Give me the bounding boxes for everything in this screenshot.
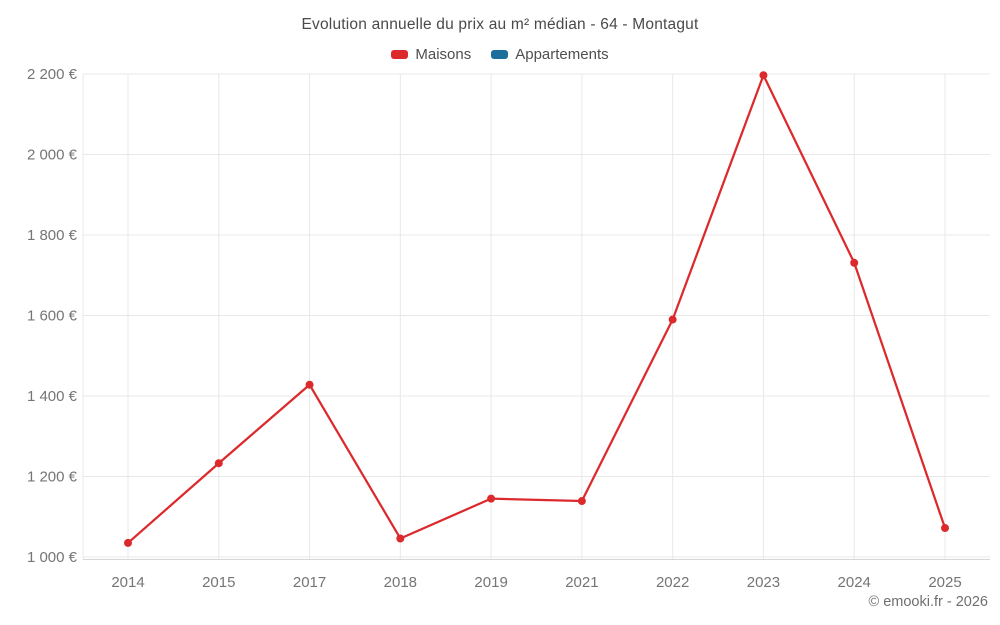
data-point-maisons-2018[interactable] — [396, 534, 405, 543]
x-axis-tick-label: 2023 — [747, 574, 780, 591]
legend-label-appartements: Appartements — [515, 46, 609, 63]
data-point-maisons-2015[interactable] — [214, 459, 223, 468]
series-line-maisons — [126, 74, 947, 545]
y-axis-tick-label: 2 000 € — [27, 147, 78, 164]
y-axis-tick-label: 1 200 € — [27, 469, 78, 486]
y-axis-tick-label: 1 600 € — [27, 308, 78, 325]
data-point-maisons-2017[interactable] — [305, 380, 314, 389]
data-point-maisons-2022[interactable] — [668, 315, 677, 324]
x-axis-tick-label: 2015 — [202, 574, 235, 591]
x-axis-tick-label: 2021 — [565, 574, 598, 591]
legend-item-appartements[interactable]: Appartements — [491, 46, 609, 63]
appartements-series-swatch-icon — [491, 50, 509, 59]
y-axis-tick-label: 2 200 € — [27, 66, 78, 83]
y-axis-tick-label: 1 800 € — [27, 227, 78, 244]
chart-title: Evolution annuelle du prix au m² médian … — [301, 16, 699, 33]
chart-legend: Maisons Appartements — [0, 46, 1000, 63]
data-point-maisons-2019[interactable] — [487, 494, 496, 503]
legend-item-maisons[interactable]: Maisons — [391, 46, 471, 63]
data-point-maisons-2014[interactable] — [124, 538, 132, 547]
data-point-maisons-2023[interactable] — [759, 71, 768, 80]
x-axis-tick-label: 2014 — [111, 574, 144, 591]
maisons-series-swatch-icon — [391, 50, 409, 59]
data-point-maisons-2024[interactable] — [850, 258, 859, 267]
x-axis-tick-label: 2018 — [384, 574, 417, 591]
legend-label-maisons: Maisons — [415, 46, 472, 63]
emooki-credit-link[interactable]: © emooki.fr - 2026 — [868, 594, 988, 610]
x-axis-tick-label: 2017 — [293, 574, 326, 591]
x-axis-tick-label: 2025 — [928, 574, 961, 591]
x-axis-tick-label: 2024 — [838, 574, 871, 591]
x-axis-tick-label: 2019 — [474, 574, 507, 591]
x-axis-tick-label: 2022 — [656, 574, 689, 591]
data-point-maisons-2021[interactable] — [577, 497, 586, 506]
y-axis-tick-label: 1 400 € — [27, 388, 78, 405]
data-point-maisons-2025[interactable] — [941, 524, 949, 533]
y-axis-tick-label: 1 000 € — [27, 549, 78, 566]
